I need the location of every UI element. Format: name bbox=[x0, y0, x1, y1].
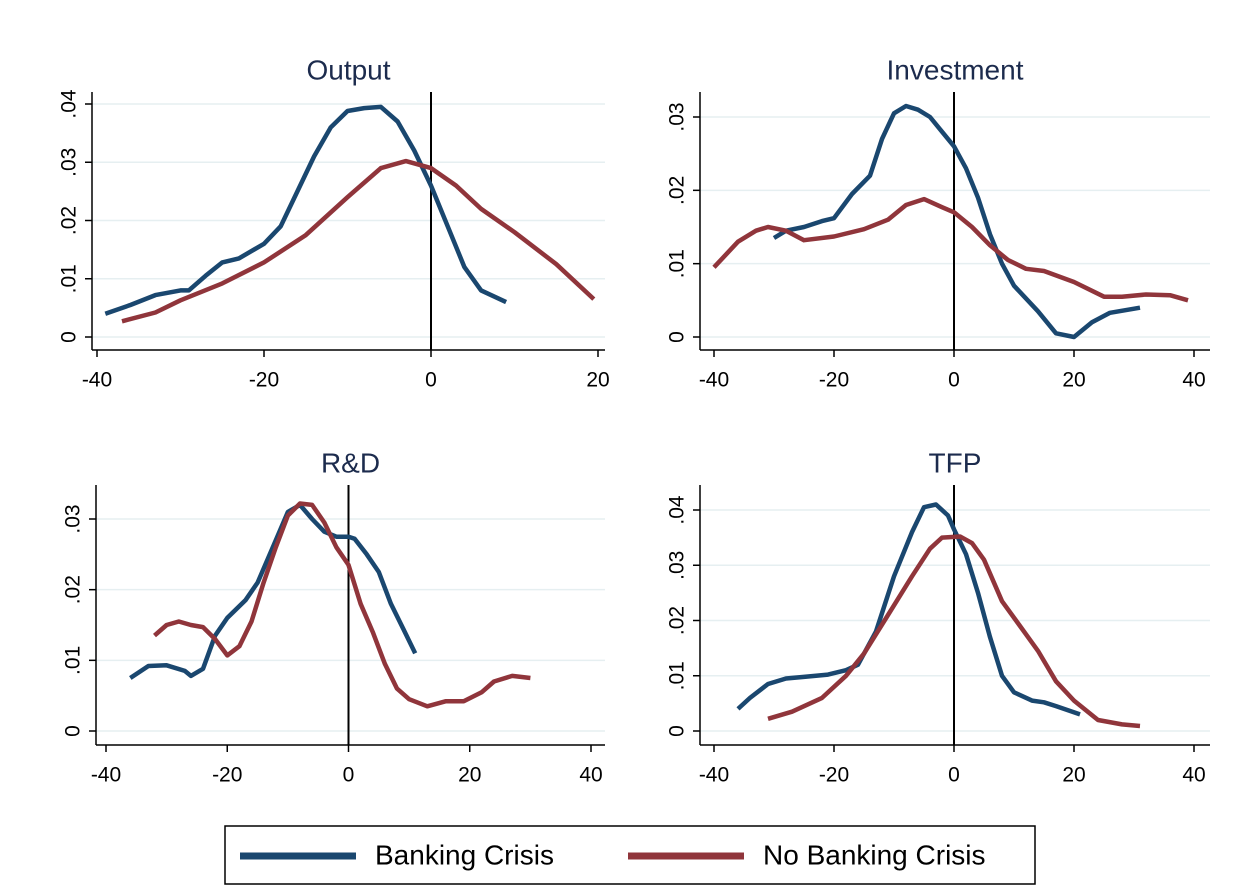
y-tick-label: .03 bbox=[62, 504, 85, 533]
series-line bbox=[712, 196, 1189, 303]
x-tick-label: 0 bbox=[425, 369, 437, 392]
legend: Banking Crisis No Banking Crisis bbox=[224, 825, 1036, 885]
y-tick-label: .02 bbox=[58, 206, 81, 235]
series-line bbox=[121, 158, 596, 324]
x-tick-label: 40 bbox=[1182, 369, 1205, 392]
x-tick-label: -40 bbox=[82, 369, 112, 392]
panel-title: TFP bbox=[929, 447, 982, 478]
series-line bbox=[153, 501, 531, 709]
y-tick-label: .04 bbox=[666, 495, 689, 525]
legend-label: Banking Crisis bbox=[375, 839, 554, 870]
y-tick-label: .01 bbox=[666, 661, 689, 690]
x-tick-label: 20 bbox=[586, 369, 609, 392]
series-line bbox=[736, 502, 1081, 717]
panel-title: R&D bbox=[321, 447, 380, 478]
x-tick-label: -20 bbox=[819, 369, 849, 392]
y-tick-label: .01 bbox=[58, 264, 81, 293]
y-tick-label: .02 bbox=[62, 575, 85, 604]
series-line bbox=[129, 502, 418, 680]
y-tick-label: .01 bbox=[666, 249, 689, 278]
x-tick-label: 0 bbox=[948, 369, 960, 392]
series-line bbox=[104, 104, 508, 316]
y-tick-label: 0 bbox=[666, 725, 689, 737]
y-tick-label: 0 bbox=[666, 331, 689, 343]
panel: Output 0 .01 .02 .03 .04 -40 -20 0 20 bbox=[58, 54, 610, 391]
series-line bbox=[767, 534, 1141, 729]
x-tick-label: -20 bbox=[249, 369, 279, 392]
y-tick-label: 0 bbox=[62, 725, 85, 737]
y-tick-label: 0 bbox=[58, 331, 81, 343]
x-tick-label: 40 bbox=[579, 764, 602, 787]
y-tick-label: .03 bbox=[58, 148, 81, 177]
x-tick-label: -40 bbox=[699, 369, 729, 392]
x-tick-label: 20 bbox=[1062, 764, 1085, 787]
y-tick-label: .02 bbox=[666, 176, 689, 205]
y-tick-label: .01 bbox=[62, 646, 85, 675]
x-tick-label: -40 bbox=[91, 764, 121, 787]
y-tick-label: .03 bbox=[666, 102, 689, 131]
series-line bbox=[772, 103, 1141, 340]
y-tick-label: .04 bbox=[58, 89, 81, 119]
panel-title: Investment bbox=[887, 54, 1024, 85]
x-tick-label: 0 bbox=[343, 764, 355, 787]
panel: TFP 0 .01 .02 .03 .04 -40 -20 0 20 40 bbox=[666, 447, 1210, 787]
panel: Investment 0 .01 .02 .03 -40 -20 0 20 40 bbox=[666, 54, 1210, 392]
x-tick-label: 20 bbox=[1062, 369, 1085, 392]
y-tick-label: .03 bbox=[666, 551, 689, 580]
x-tick-label: 0 bbox=[948, 764, 960, 787]
x-tick-label: -20 bbox=[819, 764, 849, 787]
panel-title: Output bbox=[306, 54, 390, 85]
x-tick-label: 20 bbox=[458, 764, 481, 787]
legend-label: No Banking Crisis bbox=[763, 839, 986, 870]
y-tick-label: .02 bbox=[666, 606, 689, 635]
panel: R&D 0 .01 .02 .03 -40 -20 0 20 40 bbox=[62, 447, 605, 787]
x-tick-label: -20 bbox=[212, 764, 242, 787]
x-tick-label: -40 bbox=[699, 764, 729, 787]
x-tick-label: 40 bbox=[1182, 764, 1205, 787]
